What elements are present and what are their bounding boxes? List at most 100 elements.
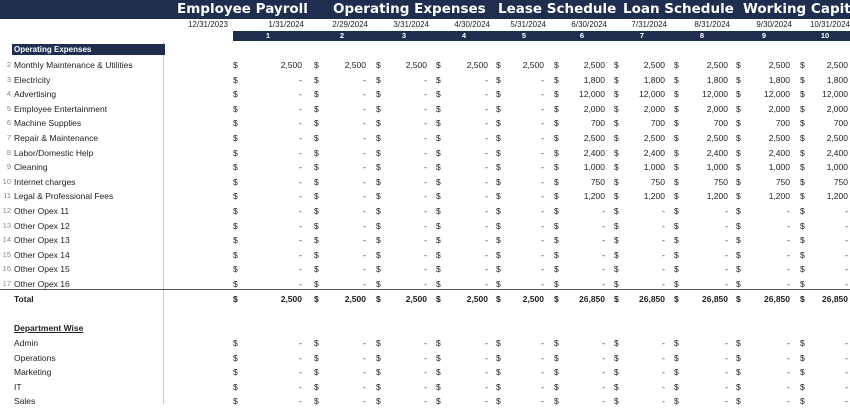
cell-value[interactable]: 2,500 <box>405 60 427 70</box>
cell-value[interactable]: - <box>485 367 488 378</box>
cell-value[interactable]: - <box>541 279 544 289</box>
cell-value[interactable]: 2,500 <box>280 294 302 304</box>
nav-tab-employee-payroll[interactable]: Employee Payroll <box>177 1 308 17</box>
cell-value[interactable]: 12,000 <box>702 89 728 100</box>
cell-value[interactable]: - <box>485 381 488 392</box>
cell-value[interactable]: - <box>662 279 665 289</box>
cell-value[interactable]: - <box>787 367 790 378</box>
cell-value[interactable]: - <box>299 147 302 158</box>
cell-value[interactable]: - <box>424 396 427 407</box>
cell-value[interactable]: 1,200 <box>583 191 605 202</box>
cell-value[interactable]: - <box>845 264 848 275</box>
cell-value[interactable]: - <box>845 279 848 289</box>
cell-value[interactable]: - <box>424 264 427 275</box>
cell-value[interactable]: - <box>424 249 427 260</box>
cell-value[interactable]: 26,850 <box>702 294 728 304</box>
cell-value[interactable]: 2,400 <box>583 147 605 158</box>
cell-value[interactable]: 26,850 <box>639 294 665 304</box>
cell-value[interactable]: - <box>299 176 302 187</box>
cell-value[interactable]: - <box>541 235 544 246</box>
cell-value[interactable]: - <box>424 381 427 392</box>
cell-value[interactable]: 2,500 <box>826 133 848 143</box>
cell-value[interactable]: - <box>299 352 302 363</box>
cell-value[interactable]: 2,500 <box>768 60 790 70</box>
cell-value[interactable]: 2,500 <box>344 60 366 70</box>
cell-value[interactable]: - <box>363 133 366 143</box>
cell-value[interactable]: - <box>485 74 488 85</box>
cell-value[interactable]: 1,000 <box>583 162 605 173</box>
cell-value[interactable]: - <box>424 235 427 246</box>
cell-value[interactable]: - <box>602 279 605 289</box>
cell-value[interactable]: 2,000 <box>706 103 728 114</box>
cell-value[interactable]: - <box>299 381 302 392</box>
cell-value[interactable]: 2,500 <box>522 60 544 70</box>
cell-value[interactable]: 2,500 <box>583 133 605 143</box>
cell-value[interactable]: - <box>845 235 848 246</box>
cell-value[interactable]: - <box>787 235 790 246</box>
cell-value[interactable]: - <box>424 338 427 348</box>
cell-value[interactable]: 12,000 <box>639 89 665 100</box>
cell-value[interactable]: - <box>485 396 488 407</box>
cell-value[interactable]: - <box>363 279 366 289</box>
cell-value[interactable]: - <box>363 89 366 100</box>
cell-value[interactable]: - <box>299 264 302 275</box>
cell-value[interactable]: - <box>725 249 728 260</box>
cell-value[interactable]: 1,200 <box>768 191 790 202</box>
cell-value[interactable]: - <box>299 74 302 85</box>
cell-value[interactable]: - <box>424 191 427 202</box>
cell-value[interactable]: - <box>662 235 665 246</box>
cell-value[interactable]: 1,000 <box>826 162 848 173</box>
cell-value[interactable]: - <box>299 235 302 246</box>
cell-value[interactable]: - <box>363 264 366 275</box>
cell-value[interactable]: - <box>602 381 605 392</box>
cell-value[interactable]: - <box>299 89 302 100</box>
cell-value[interactable]: - <box>602 367 605 378</box>
cell-value[interactable]: - <box>299 133 302 143</box>
cell-value[interactable]: - <box>485 89 488 100</box>
cell-value[interactable]: - <box>541 147 544 158</box>
cell-value[interactable]: - <box>424 352 427 363</box>
cell-value[interactable]: - <box>424 74 427 85</box>
cell-value[interactable]: - <box>363 381 366 392</box>
cell-value[interactable]: - <box>541 220 544 231</box>
cell-value[interactable]: - <box>725 235 728 246</box>
cell-value[interactable]: - <box>485 249 488 260</box>
cell-value[interactable]: - <box>299 279 302 289</box>
cell-value[interactable]: - <box>662 381 665 392</box>
cell-value[interactable]: - <box>424 206 427 216</box>
cell-value[interactable]: - <box>424 103 427 114</box>
cell-value[interactable]: - <box>363 367 366 378</box>
cell-value[interactable]: - <box>845 381 848 392</box>
cell-value[interactable]: - <box>725 206 728 216</box>
cell-value[interactable]: 2,400 <box>768 147 790 158</box>
cell-value[interactable]: - <box>602 206 605 216</box>
cell-value[interactable]: - <box>299 103 302 114</box>
cell-value[interactable]: 750 <box>775 176 790 187</box>
cell-value[interactable]: 750 <box>713 176 728 187</box>
cell-value[interactable]: - <box>602 249 605 260</box>
cell-value[interactable]: - <box>363 191 366 202</box>
cell-value[interactable]: - <box>363 235 366 246</box>
cell-value[interactable]: - <box>485 147 488 158</box>
cell-value[interactable]: - <box>845 352 848 363</box>
cell-value[interactable]: 26,850 <box>764 294 790 304</box>
cell-value[interactable]: - <box>299 249 302 260</box>
cell-value[interactable]: - <box>541 352 544 363</box>
cell-value[interactable]: 2,500 <box>643 60 665 70</box>
cell-value[interactable]: - <box>541 191 544 202</box>
cell-value[interactable]: 1,000 <box>706 162 728 173</box>
cell-value[interactable]: - <box>485 118 488 129</box>
cell-value[interactable]: - <box>363 176 366 187</box>
cell-value[interactable]: - <box>485 206 488 216</box>
cell-value[interactable]: - <box>485 235 488 246</box>
cell-value[interactable]: - <box>485 133 488 143</box>
cell-value[interactable]: - <box>424 279 427 289</box>
cell-value[interactable]: - <box>485 103 488 114</box>
cell-value[interactable]: - <box>363 162 366 173</box>
cell-value[interactable]: - <box>787 249 790 260</box>
cell-value[interactable]: - <box>485 264 488 275</box>
cell-value[interactable]: - <box>602 338 605 348</box>
cell-value[interactable]: 1,800 <box>826 74 848 85</box>
cell-value[interactable]: - <box>845 220 848 231</box>
cell-value[interactable]: 2,000 <box>583 103 605 114</box>
